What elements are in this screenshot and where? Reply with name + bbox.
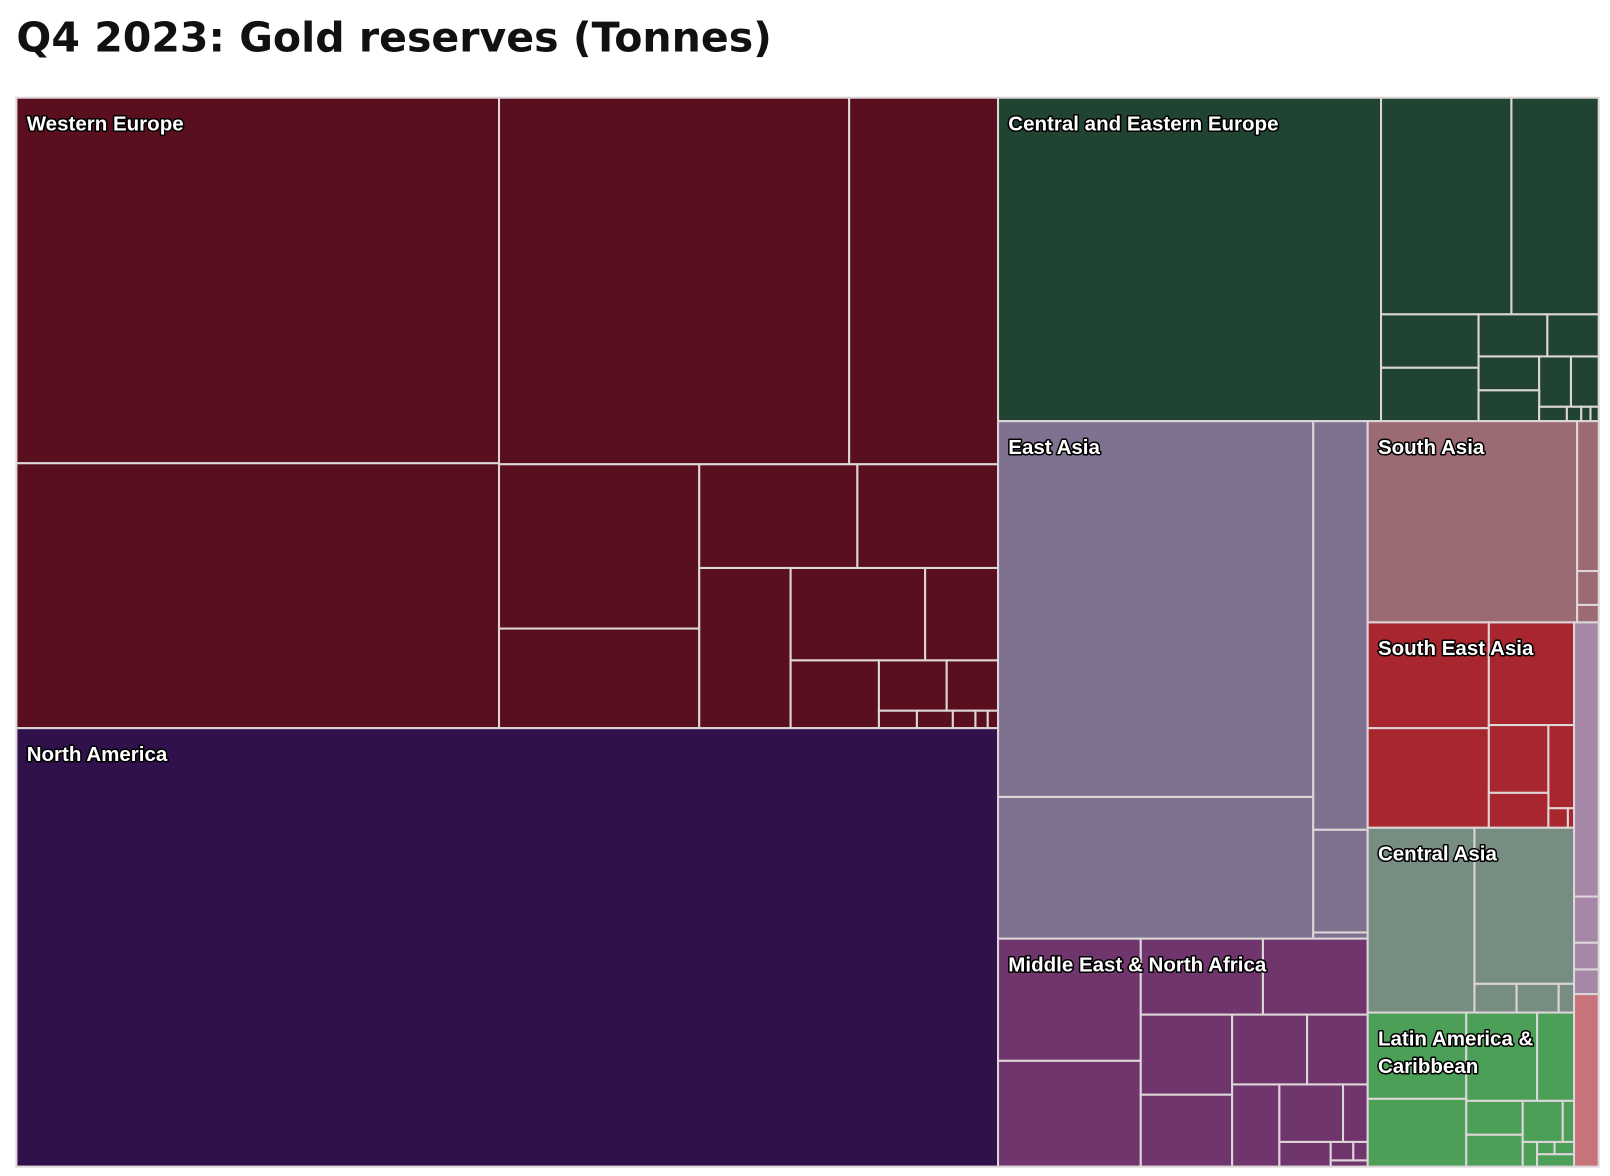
treemap-tile-cee[interactable] bbox=[1510, 96, 1600, 316]
treemap-tile-sea[interactable] bbox=[1366, 727, 1490, 829]
region-label-ca: Central Asia bbox=[1378, 843, 1498, 866]
treemap-tile-we[interactable] bbox=[789, 659, 880, 730]
treemap-tile-mena[interactable] bbox=[1261, 937, 1369, 1016]
treemap-tile-mena[interactable] bbox=[1139, 937, 1264, 1016]
treemap-tile-cee[interactable] bbox=[1380, 366, 1480, 423]
treemap-tile-r10[interactable] bbox=[1573, 895, 1600, 944]
treemap-tile-lac[interactable] bbox=[1521, 1140, 1539, 1168]
treemap-labels: Western Europe North America Central and E… bbox=[25, 111, 1535, 1080]
treemap-tile-we[interactable] bbox=[877, 709, 918, 730]
treemap-tile-cee[interactable] bbox=[1477, 313, 1549, 358]
treemap-tile-mena[interactable] bbox=[1278, 1140, 1332, 1168]
treemap-tile-mena[interactable] bbox=[997, 1059, 1142, 1168]
treemap-tile-mena[interactable] bbox=[1329, 1140, 1355, 1162]
treemap-tile-cee[interactable] bbox=[1477, 355, 1541, 392]
treemap-tile-lac[interactable] bbox=[1561, 1099, 1576, 1143]
treemap-tile-lac[interactable] bbox=[1536, 1011, 1576, 1102]
treemap-tile-mena[interactable] bbox=[1278, 1083, 1345, 1143]
treemap-tile-r10[interactable] bbox=[1573, 621, 1600, 898]
treemap-tile-ea[interactable] bbox=[997, 420, 1315, 798]
treemap-tile-ca[interactable] bbox=[1557, 982, 1576, 1014]
treemap-tile-mena[interactable] bbox=[1342, 1083, 1369, 1143]
region-label-ea: East Asia bbox=[1008, 436, 1100, 459]
treemap-tile-we[interactable] bbox=[497, 96, 851, 466]
treemap-tile-mena[interactable] bbox=[1139, 1093, 1234, 1168]
treemap-tile-mena[interactable] bbox=[1329, 1159, 1369, 1168]
treemap-tile-r11[interactable] bbox=[1573, 993, 1600, 1168]
treemap-tile-lac[interactable] bbox=[1465, 1133, 1524, 1168]
treemap-tile-cee[interactable] bbox=[997, 96, 1383, 423]
treemap-tile-na[interactable] bbox=[15, 727, 1000, 1168]
treemap-tile-we[interactable] bbox=[945, 659, 1000, 712]
region-label-we: Western Europe bbox=[27, 113, 184, 136]
treemap-tile-mena[interactable] bbox=[1231, 1083, 1281, 1168]
treemap-tile-ea[interactable] bbox=[997, 795, 1315, 940]
treemap-tile-ca[interactable] bbox=[1515, 982, 1560, 1014]
treemap-tile-r10[interactable] bbox=[1573, 941, 1600, 971]
treemap-tile-we[interactable] bbox=[497, 463, 701, 630]
region-label-mena: Middle East & North Africa bbox=[1008, 954, 1267, 977]
treemap-tile-we[interactable] bbox=[789, 566, 927, 662]
region-label-na: North America bbox=[27, 743, 168, 766]
treemap-tile-we[interactable] bbox=[856, 463, 1000, 570]
treemap-tile-we[interactable] bbox=[698, 463, 859, 570]
treemap-tile-cee[interactable] bbox=[1477, 389, 1541, 423]
region-label-sa: South Asia bbox=[1378, 436, 1485, 459]
treemap-tile-mena[interactable] bbox=[1306, 1013, 1369, 1086]
treemap-tile-we[interactable] bbox=[15, 462, 501, 730]
treemap-tile-cee[interactable] bbox=[1565, 405, 1583, 423]
treemap-tile-we[interactable] bbox=[974, 709, 989, 730]
region-label-sea: South East Asia bbox=[1378, 637, 1534, 660]
treemap-tile-ea[interactable] bbox=[1312, 420, 1369, 831]
region-label-cee: Central and Eastern Europe bbox=[1008, 113, 1278, 136]
treemap-tile-sea[interactable] bbox=[1487, 791, 1550, 829]
treemap-tile-mena[interactable] bbox=[1231, 1013, 1309, 1086]
treemap-tile-sa[interactable] bbox=[1576, 420, 1600, 573]
treemap-tile-cee[interactable] bbox=[1380, 96, 1513, 316]
treemap-tile-cee[interactable] bbox=[1538, 405, 1568, 423]
treemap-tile-sea[interactable] bbox=[1547, 724, 1576, 810]
treemap-tile-we[interactable] bbox=[698, 566, 792, 730]
treemap-tile-ca[interactable] bbox=[1366, 826, 1476, 1014]
treemap-tile-ea[interactable] bbox=[1312, 828, 1369, 934]
chart-title: Q4 2023: Gold reserves (Tonnes) bbox=[16, 14, 772, 62]
treemap-tile-we[interactable] bbox=[924, 566, 1000, 662]
treemap-tile-we[interactable] bbox=[915, 709, 954, 730]
treemap-leaves bbox=[15, 96, 1600, 1168]
treemap-tile-sea[interactable] bbox=[1547, 807, 1569, 829]
treemap-tile-cee[interactable] bbox=[1546, 313, 1600, 358]
treemap-tile-sa[interactable] bbox=[1576, 570, 1600, 606]
treemap-tile-we[interactable] bbox=[15, 96, 501, 465]
treemap-tile-lac[interactable] bbox=[1465, 1099, 1524, 1136]
treemap-tile-cee[interactable] bbox=[1380, 313, 1480, 369]
treemap-tile-we[interactable] bbox=[848, 96, 1000, 466]
treemap-tile-lac[interactable] bbox=[1553, 1140, 1576, 1156]
treemap-tile-cee[interactable] bbox=[1580, 405, 1592, 423]
treemap-tile-lac[interactable] bbox=[1366, 1097, 1468, 1168]
treemap-tile-we[interactable] bbox=[877, 659, 948, 712]
treemap-tile-we[interactable] bbox=[951, 709, 977, 730]
treemap-tile-lac[interactable] bbox=[1536, 1140, 1556, 1156]
treemap-tile-ca[interactable] bbox=[1473, 982, 1518, 1014]
treemap-tile-ca[interactable] bbox=[1473, 826, 1576, 985]
treemap-tile-sea[interactable] bbox=[1487, 724, 1550, 794]
treemap-tile-lac[interactable] bbox=[1536, 1153, 1576, 1168]
treemap-tile-we[interactable] bbox=[986, 709, 1000, 730]
treemap-tile-we[interactable] bbox=[497, 627, 701, 730]
treemap-tile-cee[interactable] bbox=[1538, 355, 1573, 408]
treemap-tile-lac[interactable] bbox=[1521, 1099, 1564, 1143]
treemap-tile-mena[interactable] bbox=[1352, 1140, 1369, 1162]
treemap-tile-cee[interactable] bbox=[1589, 405, 1600, 423]
treemap-tile-sa[interactable] bbox=[1576, 603, 1600, 624]
treemap-tile-r10[interactable] bbox=[1573, 968, 1600, 996]
treemap-tile-cee[interactable] bbox=[1569, 355, 1600, 408]
treemap-tile-mena[interactable] bbox=[1139, 1013, 1234, 1096]
region-label-lac: Latin America & Caribbean bbox=[1378, 1027, 1534, 1078]
